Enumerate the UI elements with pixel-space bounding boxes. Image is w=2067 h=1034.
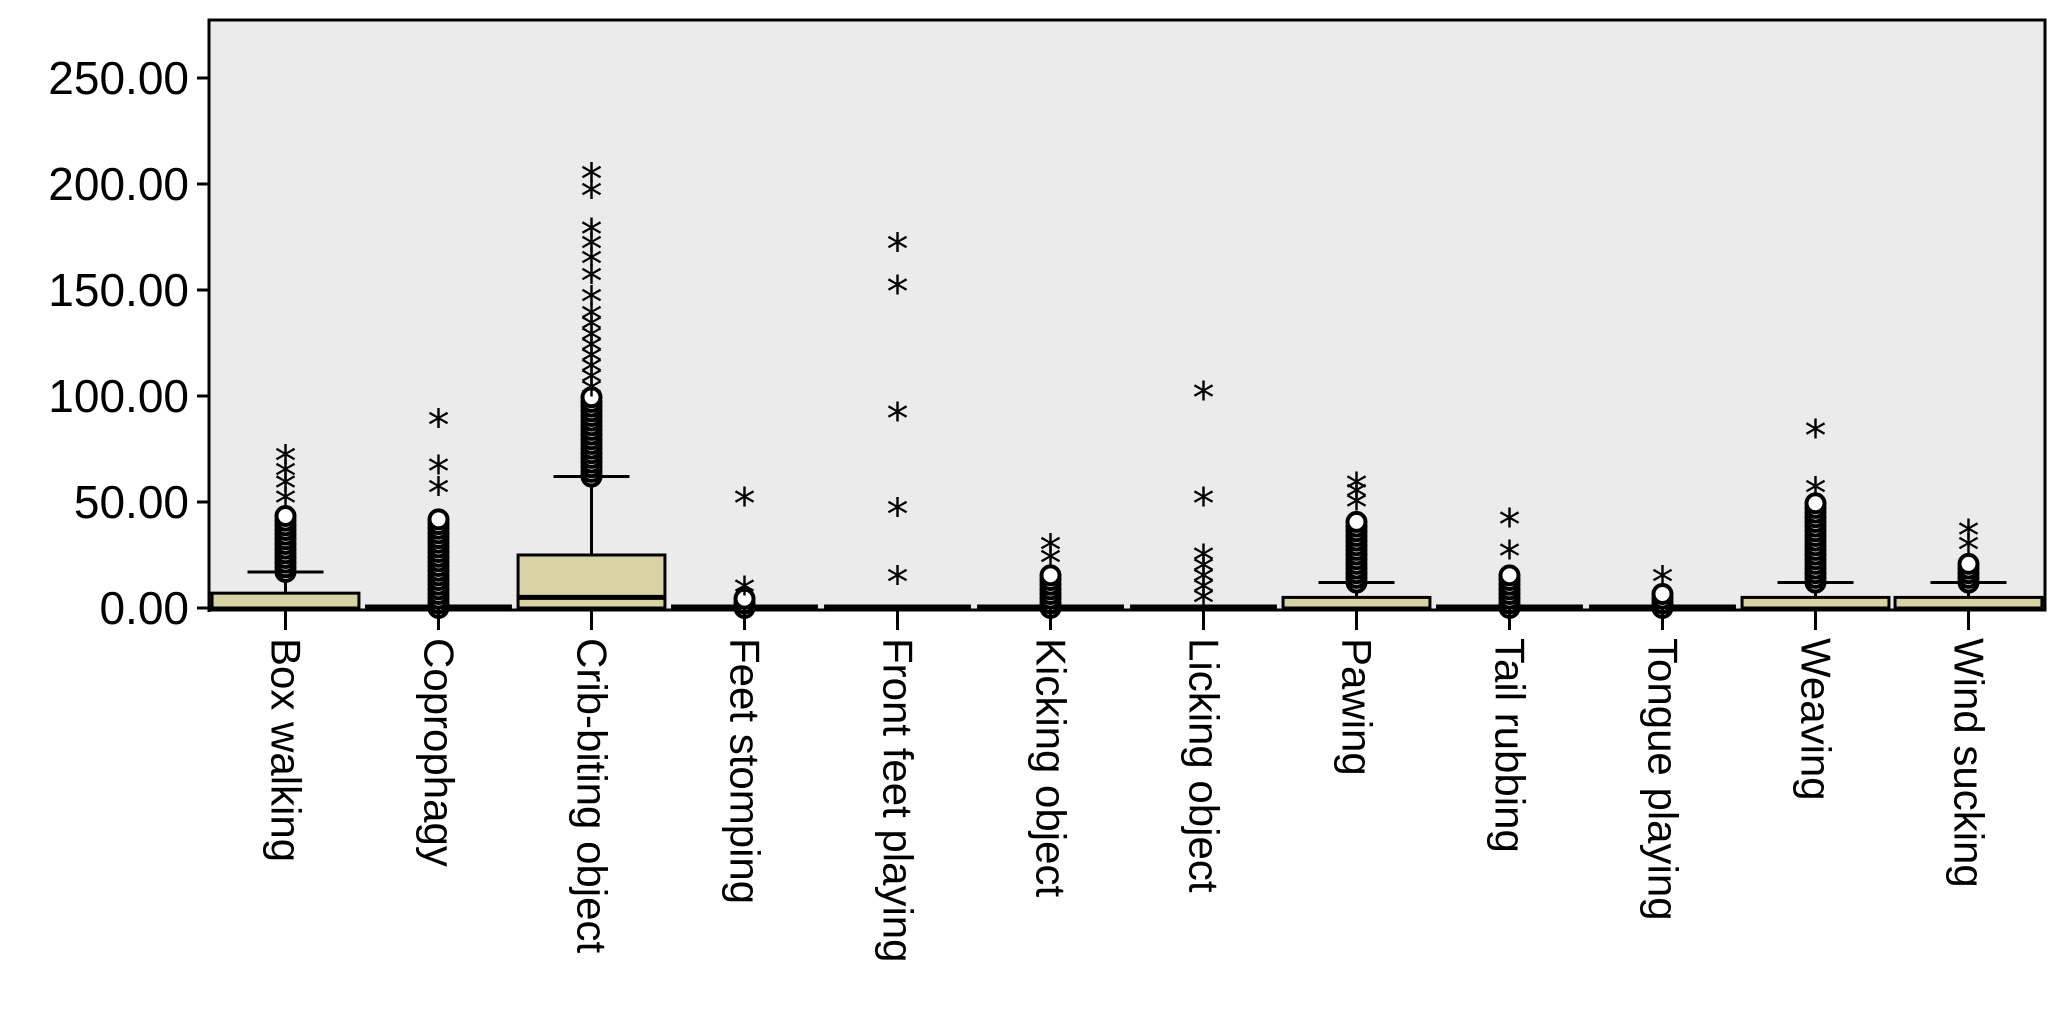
outlier-star: * [1040, 526, 1062, 577]
outlier-star: * [1499, 500, 1521, 551]
outlier-star: * [1346, 473, 1368, 524]
outlier-star: * [1346, 483, 1368, 534]
plot-area-background [207, 18, 2047, 612]
x-category-label: Licking object [1181, 638, 1228, 893]
outlier-star: * [1193, 579, 1215, 630]
outlier-star: * [275, 451, 297, 502]
outlier-circle [1498, 564, 1521, 587]
box-iqr [1281, 595, 1432, 610]
x-category-label: Crib-biting object [569, 638, 616, 953]
outlier-star: * [1958, 511, 1980, 562]
outlier-star: * [1346, 464, 1368, 515]
outlier-star: * [1193, 536, 1215, 587]
outlier-circle [274, 504, 297, 527]
outlier-star: * [1040, 538, 1062, 589]
box-series: ****************************************… [210, 155, 2044, 630]
y-tick-label: 200.00 [48, 158, 189, 210]
outlier-circle [427, 508, 450, 531]
outlier-star: * [581, 155, 603, 206]
outlier-star: * [581, 358, 603, 409]
box-iqr [1740, 595, 1891, 610]
outlier-star: * [1652, 557, 1674, 608]
outlier-star: * [887, 490, 909, 541]
x-category-label: Coprophagy [416, 638, 463, 867]
box-group: ** [1436, 500, 1583, 619]
outlier-circle [1345, 510, 1368, 533]
y-tick-label: 0.00 [99, 582, 189, 634]
outlier-circle [1957, 552, 1980, 575]
outlier-star: * [275, 437, 297, 488]
outlier-star: * [1805, 468, 1827, 519]
box-group: *** [365, 401, 512, 619]
outlier-star: * [581, 278, 603, 329]
x-category-label: Front feet playing [875, 638, 922, 963]
outlier-star: * [581, 172, 603, 223]
box-group: *** [1281, 464, 1432, 612]
outlier-star: * [1958, 526, 1980, 577]
x-category-label: Box walking [263, 638, 310, 862]
outlier-star: * [887, 225, 909, 276]
x-category-label: Weaving [1793, 638, 1840, 801]
outlier-star: * [275, 464, 297, 515]
x-category-label: Tail rubbing [1487, 638, 1534, 853]
outlier-star: * [581, 326, 603, 377]
box-group: ** [977, 526, 1124, 619]
outlier-star: * [581, 348, 603, 399]
box-iqr [1893, 595, 2044, 610]
outlier-star: * [1193, 373, 1215, 424]
outlier-star: * [428, 468, 450, 519]
outlier-circle [1039, 564, 1062, 587]
outlier-star: * [1499, 532, 1521, 583]
box-group: ** [1740, 411, 1891, 612]
x-category-label: Wind sucking [1946, 638, 1993, 888]
x-category-label: Kicking object [1028, 638, 1075, 897]
y-tick-label: 250.00 [48, 52, 189, 104]
outlier-star: * [1193, 479, 1215, 530]
outlier-star: * [581, 295, 603, 346]
box-iqr [210, 591, 361, 610]
outlier-star: * [428, 401, 450, 452]
box-group: *************** [516, 155, 667, 612]
x-category-label: Pawing [1334, 638, 1381, 776]
outlier-star: * [734, 479, 756, 530]
outlier-circle [733, 587, 756, 610]
outlier-star: * [428, 447, 450, 498]
outlier-star: * [1805, 411, 1827, 462]
box-group: ******* [1130, 373, 1277, 630]
outlier-star: * [581, 337, 603, 388]
y-tick-label: 100.00 [48, 370, 189, 422]
outlier-star: * [275, 479, 297, 530]
outlier-star: * [1193, 557, 1215, 608]
box-group: **** [210, 437, 361, 612]
outlier-star: * [581, 256, 603, 307]
outlier-star: * [581, 210, 603, 261]
outlier-star: * [581, 225, 603, 276]
y-tick-label: 150.00 [48, 264, 189, 316]
box-iqr [516, 553, 667, 610]
y-tick-label: 50.00 [74, 476, 189, 528]
outlier-star: * [1193, 568, 1215, 619]
outlier-star: * [1193, 547, 1215, 598]
x-category-label: Tongue playing [1640, 638, 1687, 921]
outlier-star: * [887, 267, 909, 318]
x-axis: Box walking Coprophagy Crib-biting object F… [263, 608, 1993, 963]
outlier-circle [1651, 583, 1674, 606]
y-axis: 0.00 50.00 100.00 150.00 200.00 250.00 [48, 20, 211, 634]
outlier-star: * [581, 369, 603, 420]
outlier-star: * [887, 557, 909, 608]
outlier-star: * [581, 305, 603, 356]
outlier-star: * [581, 239, 603, 290]
x-category-label: Feet stomping [722, 638, 769, 904]
outlier-circle [580, 386, 603, 409]
outlier-circle [1804, 492, 1827, 515]
outlier-star: * [887, 394, 909, 445]
outlier-star: * [734, 568, 756, 619]
outlier-star: * [581, 316, 603, 367]
